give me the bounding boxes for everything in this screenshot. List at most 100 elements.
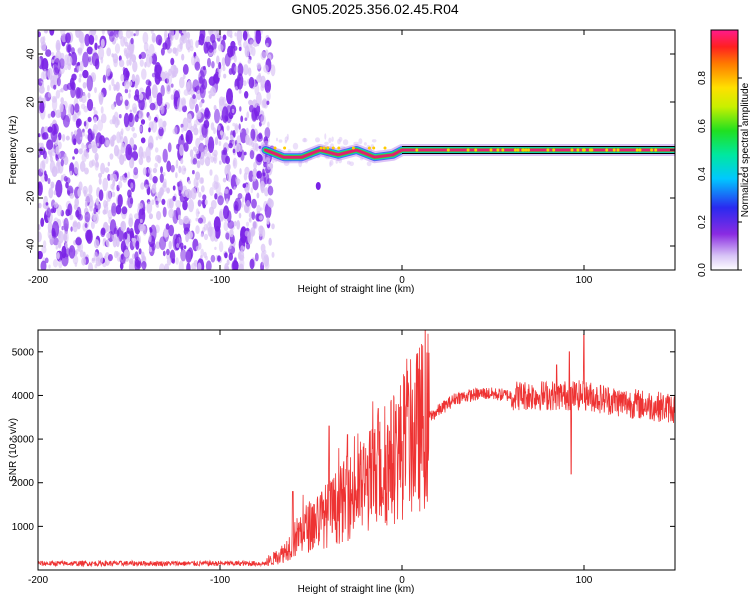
noise-blob bbox=[219, 160, 222, 165]
noise-blob bbox=[125, 30, 132, 39]
noise-blob bbox=[157, 193, 162, 203]
noise-blob bbox=[55, 245, 58, 250]
noise-blob bbox=[100, 106, 104, 114]
tone-hotspot bbox=[635, 148, 639, 152]
noise-blob bbox=[248, 217, 252, 222]
tone-hotspot bbox=[516, 148, 520, 152]
noise-blob bbox=[185, 134, 190, 143]
noise-blob bbox=[224, 263, 229, 270]
noise-blob bbox=[232, 148, 236, 154]
noise-blob bbox=[166, 248, 170, 256]
noise-blob bbox=[97, 203, 102, 210]
noise-blob bbox=[155, 136, 159, 141]
noise-blob bbox=[47, 113, 51, 119]
noise-blob bbox=[103, 238, 107, 242]
noise-blob bbox=[81, 131, 86, 137]
noise-blob bbox=[50, 75, 54, 84]
noise-blob bbox=[40, 217, 45, 227]
noise-blob bbox=[101, 30, 105, 35]
noise-blob bbox=[82, 82, 87, 89]
noise-blob bbox=[159, 236, 167, 251]
noise-blob bbox=[63, 84, 69, 91]
noise-blob bbox=[238, 89, 242, 94]
noise-blob bbox=[118, 59, 125, 68]
noise-blob bbox=[192, 79, 200, 92]
noise-blob bbox=[242, 196, 245, 203]
noise-blob bbox=[62, 115, 70, 128]
noise-blob bbox=[100, 38, 105, 48]
noise-blob bbox=[358, 138, 363, 145]
noise-blob bbox=[359, 157, 364, 161]
noise-blob bbox=[226, 30, 233, 37]
noise-blob bbox=[98, 189, 104, 201]
colorbar-tick-label: 0.6 bbox=[697, 119, 708, 133]
x-tick-label: 0 bbox=[399, 275, 405, 286]
noise-blob bbox=[124, 172, 128, 178]
noise-blob bbox=[212, 180, 218, 191]
x-tick-label: 100 bbox=[576, 275, 593, 286]
noise-blob bbox=[84, 33, 90, 47]
colorbar-tick-label: 0.2 bbox=[697, 215, 708, 229]
noise-blob bbox=[170, 83, 174, 88]
noise-blob bbox=[58, 141, 62, 150]
noise-blob bbox=[73, 161, 79, 174]
noise-blob bbox=[109, 153, 114, 160]
noise-blob bbox=[89, 205, 93, 212]
noise-blob bbox=[224, 188, 229, 194]
snr-panel: -200 -100 0 100 1000 2000 3000 4000 5000 Height… bbox=[8, 329, 676, 595]
noise-blob bbox=[78, 77, 82, 83]
noise-blob bbox=[135, 32, 139, 37]
noise-blob bbox=[189, 149, 194, 158]
noise-blob bbox=[158, 39, 162, 46]
noise-blob bbox=[120, 220, 127, 232]
noise-blob bbox=[339, 145, 346, 150]
noise-blob bbox=[188, 180, 191, 185]
noise-blob bbox=[76, 221, 81, 230]
tone-hotspot bbox=[582, 148, 586, 152]
noise-blob bbox=[222, 177, 227, 183]
noise-blob bbox=[42, 150, 47, 160]
noise-blob bbox=[151, 120, 158, 133]
noise-blob bbox=[178, 214, 181, 221]
noise-blob bbox=[118, 180, 123, 189]
noise-blob bbox=[251, 211, 256, 221]
tone-hotspot bbox=[576, 148, 580, 152]
noise-blob bbox=[39, 82, 42, 87]
noise-blob bbox=[138, 97, 145, 111]
noise-blob bbox=[236, 30, 243, 43]
noise-blob bbox=[99, 135, 105, 145]
noise-blob bbox=[133, 167, 139, 176]
noise-blob bbox=[186, 31, 191, 39]
noise-blob bbox=[202, 194, 207, 201]
noise-blob bbox=[198, 191, 202, 198]
noise-blob bbox=[236, 220, 241, 230]
noise-blob bbox=[335, 160, 338, 164]
noise-blob bbox=[121, 206, 128, 215]
noise-blob bbox=[57, 240, 62, 248]
noise-blob bbox=[252, 175, 257, 182]
noise-blob bbox=[132, 60, 138, 73]
noise-blob bbox=[111, 191, 116, 198]
noise-blob bbox=[113, 227, 118, 235]
noise-blob bbox=[38, 133, 41, 138]
noise-blob bbox=[267, 185, 274, 196]
noise-blob bbox=[148, 127, 151, 133]
noise-blob bbox=[45, 202, 49, 206]
noise-blob bbox=[324, 141, 329, 146]
noise-blob bbox=[256, 172, 260, 178]
noise-blob bbox=[199, 177, 204, 184]
noise-blob bbox=[84, 223, 88, 228]
y-tick-label: 2000 bbox=[12, 478, 35, 489]
noise-blob bbox=[159, 173, 164, 183]
noise-blob bbox=[158, 118, 164, 130]
noise-blob bbox=[342, 139, 349, 146]
noise-blob bbox=[60, 52, 65, 59]
noise-blob bbox=[111, 134, 117, 141]
noise-blob bbox=[239, 129, 243, 133]
spectrogram-y-axis: -40 -20 0 20 40 bbox=[26, 48, 675, 253]
noise-blob bbox=[148, 95, 153, 104]
noise-blob bbox=[100, 227, 106, 236]
noise-blob bbox=[172, 47, 177, 54]
noise-blob bbox=[119, 175, 123, 181]
